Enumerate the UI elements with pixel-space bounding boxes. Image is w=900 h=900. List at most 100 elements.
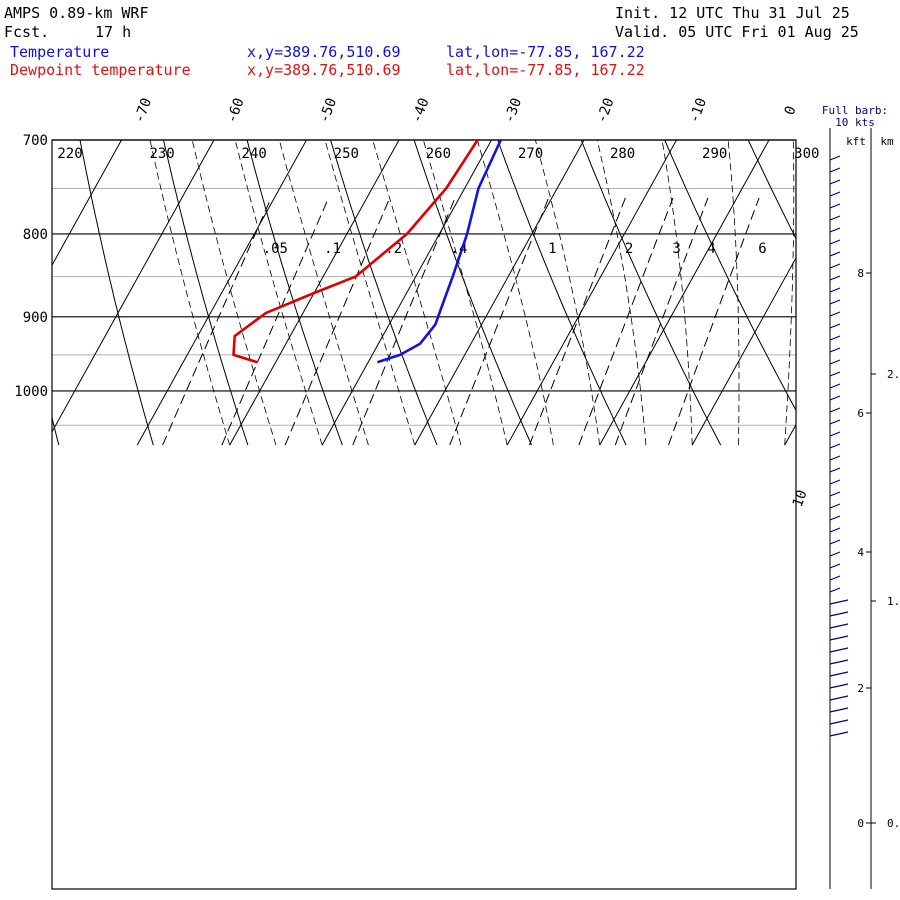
- isoline-labels: 700 800 900 1000 -70 -60 -50 -40 -30 -20 -10 0 10 220…: [14, 96, 819, 509]
- moist-adiabat: [422, 140, 508, 446]
- theta-label: 280: [610, 146, 635, 162]
- theta-label: 230: [149, 146, 174, 162]
- wind-barb: [829, 683, 849, 689]
- mixing-ratio-line: [162, 197, 272, 446]
- wind-barb: [829, 575, 841, 581]
- isotherm-line: [784, 423, 796, 446]
- wind-barb: [829, 227, 841, 233]
- temperature-xy: x,y=389.76,510.69: [247, 43, 401, 61]
- wind-barb: [829, 167, 841, 173]
- wind-barb: [829, 251, 841, 257]
- wind-barb: [829, 599, 849, 605]
- moist-adiabat: [476, 140, 554, 446]
- mixing-ratio-line: [449, 197, 550, 446]
- wind-barb: [829, 335, 841, 341]
- wind-barb: [829, 215, 841, 221]
- legend-dewpoint: Dewpoint temperature: [10, 61, 191, 79]
- isotherm-line: [414, 140, 585, 446]
- moist-adiabat: [149, 140, 231, 446]
- mixing-ratio-line: [578, 197, 674, 446]
- mixing-ratio-line: [529, 197, 626, 446]
- wind-barb: [829, 455, 841, 461]
- wind-barb: [829, 419, 841, 425]
- wind-barb: [829, 239, 841, 245]
- wind-barb: [829, 323, 841, 329]
- moist-adiabat: [596, 140, 647, 446]
- dry-adiabat: [497, 140, 627, 446]
- plot-border: [51, 139, 797, 890]
- wind-barb: [829, 359, 841, 365]
- pressure-label: 800: [23, 227, 48, 243]
- kft-axis-label: kft: [846, 135, 866, 148]
- kft-tick-label: 0: [857, 817, 864, 830]
- mixing-ratio-label: 4: [707, 241, 715, 257]
- temperature-axis-label: -70: [131, 96, 155, 125]
- wind-barb: [829, 707, 849, 713]
- km-tick-label: 1.: [887, 595, 900, 608]
- isotherm-line: [136, 140, 308, 446]
- mixing-ratio-line: [221, 197, 330, 446]
- wind-barb: [829, 731, 849, 737]
- dry-adiabat: [79, 140, 154, 446]
- moist-adiabat: [784, 140, 795, 446]
- dry-adiabat: [413, 140, 533, 446]
- valid-time: Valid. 05 UTC Fri 01 Aug 25: [615, 23, 859, 41]
- wind-barb: [829, 263, 841, 269]
- temperature-latlon: lat,lon=-77.85, 167.22: [446, 43, 645, 61]
- wind-barb: [829, 623, 849, 629]
- mixing-ratio-line: [668, 197, 760, 446]
- moist-adiabat: [234, 140, 323, 446]
- wind-barb: [829, 503, 841, 509]
- theta-label: 240: [242, 146, 267, 162]
- wind-barb: [829, 719, 849, 725]
- fcst-value: 17 h: [95, 23, 132, 41]
- fcst-label: Fcst.: [4, 23, 50, 41]
- moist-adiabat: [727, 140, 740, 446]
- wind-barb: [829, 491, 841, 497]
- wind-barb: [829, 647, 849, 653]
- theta-label: 220: [57, 146, 82, 162]
- wind-title-units: 10 kts: [835, 116, 875, 129]
- isotherm-line: [691, 256, 796, 446]
- km-tick-label: 2.: [887, 368, 900, 381]
- wind-panel: Full barb:10 kts kft km 0 2 4 6 8 0. 1. 2.: [822, 104, 900, 889]
- pressure-label: 900: [23, 310, 48, 326]
- moist-adiabat: [534, 140, 601, 446]
- kft-tick-label: 2: [857, 682, 864, 695]
- wind-barb: [829, 311, 841, 317]
- moist-adiabat: [661, 140, 693, 446]
- wind-barb: [829, 479, 841, 485]
- moist-adiabat: [372, 140, 462, 446]
- legend-temperature: Temperature: [10, 43, 110, 61]
- wind-barb: [829, 551, 841, 557]
- wind-barb: [829, 203, 841, 209]
- temperature-axis-label: -50: [316, 96, 340, 125]
- kft-tick-label: 8: [857, 267, 864, 280]
- wind-barb: [829, 443, 841, 449]
- wind-barb: [829, 299, 841, 305]
- wind-barb: [829, 155, 841, 161]
- wind-barb: [829, 383, 841, 389]
- wind-barb: [829, 635, 849, 641]
- isotherm-line: [877, 120, 900, 445]
- wind-barb: [829, 407, 841, 413]
- wind-barb: [829, 659, 849, 665]
- wind-barb: [829, 587, 841, 593]
- dry-adiabat: [664, 140, 796, 412]
- theta-label: 260: [426, 146, 451, 162]
- background-lines: [52, 120, 900, 446]
- dewpoint-xy: x,y=389.76,510.69: [247, 61, 401, 79]
- init-time: Init. 12 UTC Thu 31 Jul 25: [615, 4, 850, 22]
- wind-barb: [829, 563, 841, 569]
- wind-barb: [829, 539, 841, 545]
- dry-adiabat: [330, 140, 438, 446]
- mixing-ratio-line: [284, 197, 391, 446]
- theta-label: 290: [702, 146, 727, 162]
- wind-barb: [829, 191, 841, 197]
- mixing-ratio-label: .05: [263, 241, 288, 257]
- wind-barb: [829, 515, 841, 521]
- dry-adiabat: [162, 140, 249, 446]
- wind-barb: [829, 467, 841, 473]
- mixing-ratio-label: 3: [672, 241, 680, 257]
